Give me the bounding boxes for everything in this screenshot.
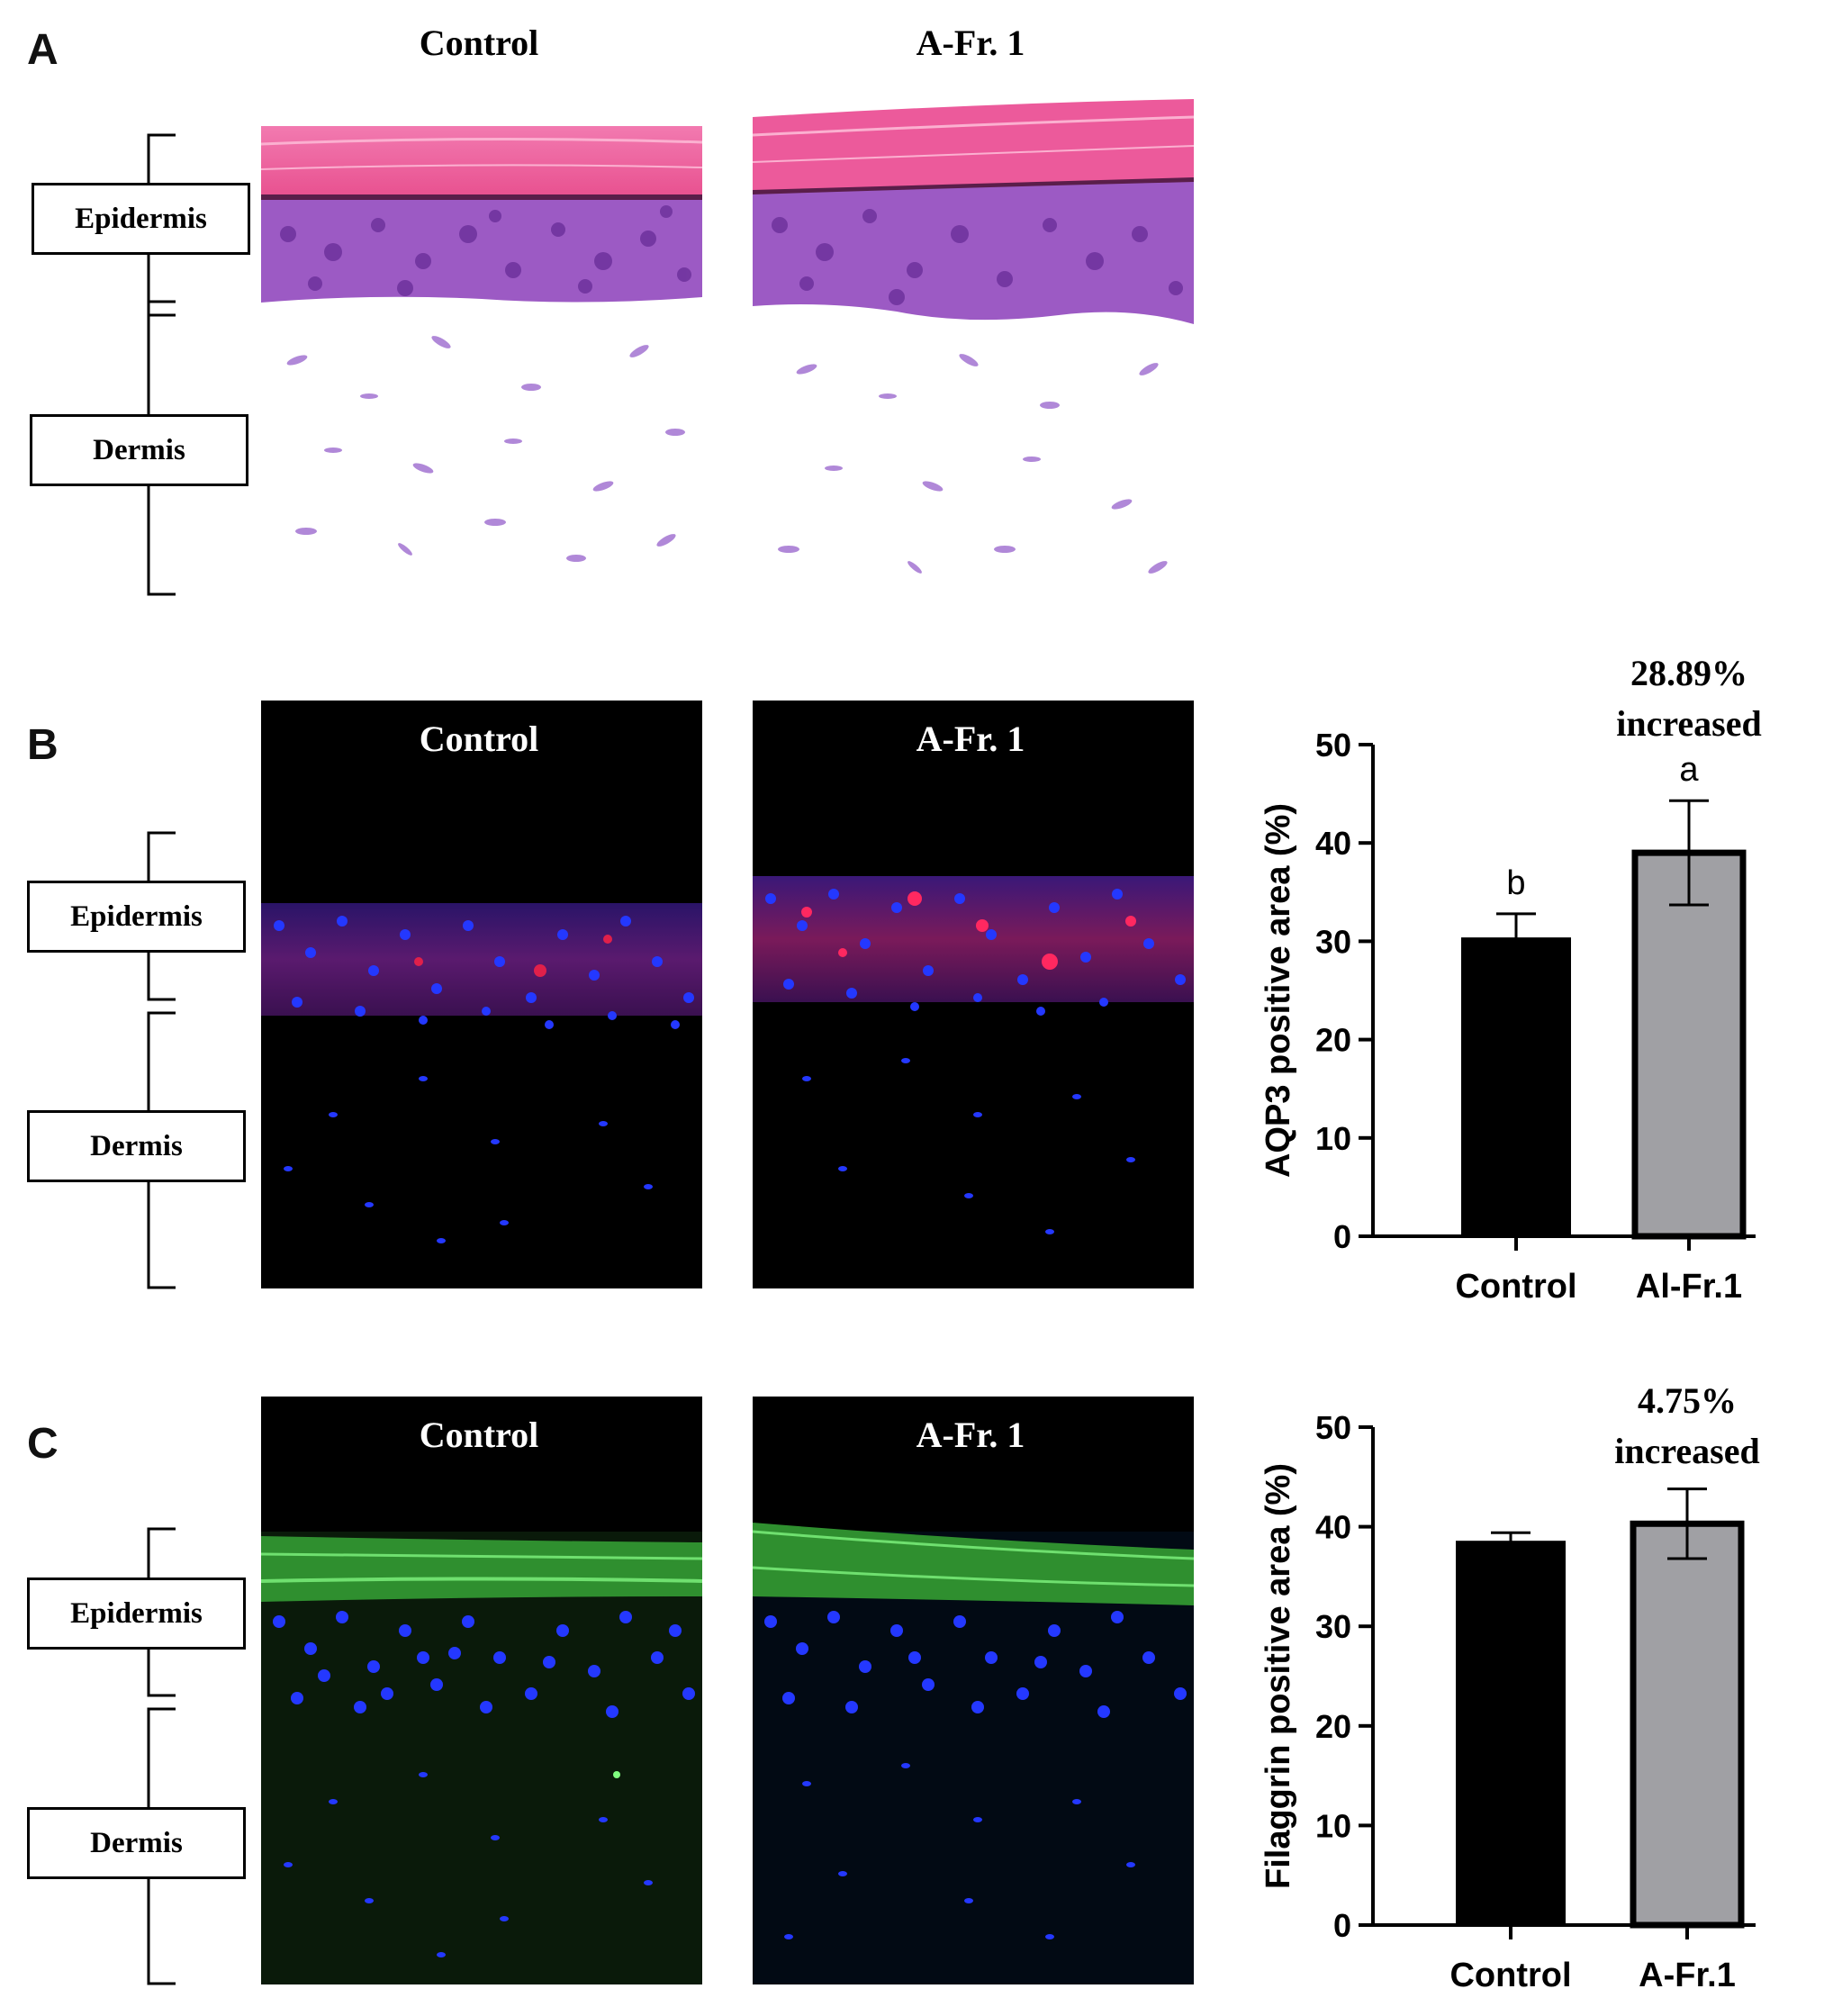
x-tick-label: Control <box>1455 1268 1576 1306</box>
panel-a-title-treated: A-Fr. 1 <box>916 23 1025 63</box>
he-image-control <box>261 126 702 594</box>
panel-letter-a: A <box>27 26 59 74</box>
panel-c-title-treated: A-Fr. 1 <box>916 1415 1025 1455</box>
panel-b-label-epidermis: Epidermis <box>27 881 246 953</box>
filaggrin-image-control <box>261 1397 702 1984</box>
bar <box>1461 937 1571 1237</box>
y-tick-label: 40 <box>1315 1509 1351 1546</box>
filaggrin-bar-chart: 0 10 20 30 40 50 Filaggrin positive area (%) Co… <box>1260 1380 1760 1994</box>
panel-a-label-dermis: Dermis <box>30 414 248 486</box>
bar <box>1456 1541 1566 1926</box>
annotation-text: increased <box>1614 1431 1759 1471</box>
y-axis-label: AQP3 positive area (%) <box>1260 803 1297 1178</box>
panel-a-title-control: Control <box>419 23 539 63</box>
x-tick-label: Al-Fr.1 <box>1636 1268 1742 1306</box>
panel-b-title-control: Control <box>419 719 539 759</box>
y-tick-label: 10 <box>1315 1120 1351 1157</box>
bar <box>1631 849 1747 1240</box>
y-tick-label: 10 <box>1315 1807 1351 1844</box>
y-tick-label: 50 <box>1315 1409 1351 1446</box>
panel-c-label-dermis: Dermis <box>27 1807 246 1879</box>
aqp3-image-control <box>261 701 702 1288</box>
y-tick-label: 0 <box>1333 1218 1351 1255</box>
y-tick-label: 30 <box>1315 1608 1351 1645</box>
filaggrin-image-treated <box>753 1397 1194 1984</box>
panel-a-label-epidermis: Epidermis <box>32 183 250 255</box>
y-tick-label: 20 <box>1315 1022 1351 1059</box>
aqp3-image-treated <box>753 701 1194 1288</box>
annotation-text: increased <box>1616 703 1761 744</box>
significance-letter: a <box>1679 751 1699 789</box>
panel-b-title-treated: A-Fr. 1 <box>916 719 1025 759</box>
annotation-text: 28.89% <box>1630 653 1747 693</box>
panel-c-title-control: Control <box>419 1415 539 1455</box>
annotation-text: 4.75% <box>1638 1380 1737 1421</box>
significance-letter: b <box>1506 864 1525 902</box>
panel-b-label-dermis: Dermis <box>27 1110 246 1182</box>
y-tick-label: 50 <box>1315 727 1351 764</box>
bar <box>1630 1520 1745 1929</box>
panel-letter-c: C <box>27 1420 59 1468</box>
panel-letter-b: B <box>27 721 59 769</box>
he-image-treated <box>753 99 1194 594</box>
x-tick-label: A-Fr.1 <box>1639 1957 1736 1994</box>
y-tick-label: 30 <box>1315 923 1351 960</box>
y-tick-label: 0 <box>1333 1907 1351 1944</box>
panel-c-label-epidermis: Epidermis <box>27 1578 246 1650</box>
y-axis-label: Filaggrin positive area (%) <box>1260 1463 1297 1889</box>
y-tick-label: 40 <box>1315 825 1351 862</box>
y-tick-label: 20 <box>1315 1708 1351 1745</box>
x-tick-label: Control <box>1449 1957 1571 1994</box>
aqp3-bar-chart: 0 10 20 30 40 50 AQP3 positive area (%) Control… <box>1260 653 1762 1306</box>
